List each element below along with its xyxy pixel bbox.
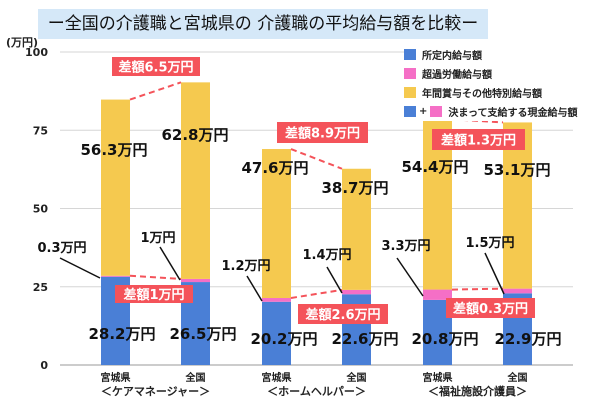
difference-total-box bbox=[112, 57, 200, 76]
leader-line bbox=[246, 275, 263, 302]
x-tick-label: 宮城県 bbox=[262, 371, 292, 384]
bar-segment bbox=[342, 289, 371, 295]
value-label-base: 20.8万円 bbox=[411, 330, 478, 348]
value-label-overtime: 1.4万円 bbox=[302, 248, 351, 263]
difference-monthly-label: 差額1万円 bbox=[123, 287, 184, 303]
difference-total-box bbox=[432, 129, 525, 150]
leader-line bbox=[59, 257, 101, 279]
legend-swatch bbox=[404, 49, 416, 60]
leader-line bbox=[484, 252, 505, 295]
y-tick-label: 75 bbox=[33, 124, 48, 137]
y-tick-label: 0 bbox=[40, 359, 48, 372]
difference-monthly-box bbox=[115, 285, 193, 303]
legend-label: 年間賞与その他特別給与額 bbox=[422, 89, 542, 100]
value-label-base: 20.2万円 bbox=[250, 330, 317, 348]
bar-segment bbox=[342, 168, 371, 290]
difference-monthly-box bbox=[298, 304, 388, 324]
legend-item: 年間賞与その他特別給与額 bbox=[404, 83, 578, 102]
difference-line-total bbox=[129, 81, 182, 101]
leader-line bbox=[326, 266, 343, 294]
value-label-overtime: 3.3万円 bbox=[381, 239, 430, 254]
value-label-base: 28.2万円 bbox=[88, 325, 155, 343]
bar-segment bbox=[262, 298, 291, 302]
difference-monthly-label: 差額2.6万円 bbox=[305, 307, 380, 323]
difference-total-label: 差額6.5万円 bbox=[118, 60, 193, 76]
x-tick-label: 宮城県 bbox=[101, 371, 131, 384]
x-tick-label: 全国 bbox=[346, 371, 367, 384]
legend-swatch bbox=[404, 68, 416, 79]
leader-line bbox=[159, 246, 181, 281]
value-label-overtime: 1.5万円 bbox=[465, 236, 514, 251]
value-label-overtime: 1万円 bbox=[140, 231, 175, 246]
x-tick-label: 全国 bbox=[185, 371, 206, 384]
plus-sign: + bbox=[419, 106, 428, 117]
difference-total-label: 差額1.3万円 bbox=[441, 133, 516, 149]
y-tick-label: 50 bbox=[33, 203, 49, 216]
legend-swatch bbox=[404, 106, 416, 117]
leader-line bbox=[396, 257, 424, 297]
legend: 所定内給与額 超過労働給与額 年間賞与その他特別給与額 + 決まって支給する現金給… bbox=[404, 45, 578, 121]
bar-segment bbox=[262, 149, 291, 299]
value-label-bonus: 56.3万円 bbox=[80, 141, 147, 159]
difference-total-label: 差額8.9万円 bbox=[285, 126, 360, 142]
group-label: ＜ホームヘルパー＞ bbox=[267, 385, 366, 398]
legend-swatch bbox=[404, 87, 416, 98]
chart-title: ー全国の介護職と宮城県の 介護職の平均給与額を比較ー bbox=[38, 9, 488, 39]
value-label-overtime: 1.2万円 bbox=[221, 259, 270, 274]
bar-segment bbox=[101, 275, 130, 277]
difference-monthly-label: 差額0.3万円 bbox=[453, 301, 528, 317]
x-tick-label: 宮城県 bbox=[423, 371, 453, 384]
bar-segment bbox=[423, 289, 452, 300]
bar-segment bbox=[181, 278, 210, 283]
value-label-base: 26.5万円 bbox=[169, 325, 236, 343]
legend-item: 超過労働給与額 bbox=[404, 64, 578, 83]
y-tick-label: 100 bbox=[25, 46, 48, 59]
value-label-bonus: 62.8万円 bbox=[161, 126, 228, 144]
legend-item: + 決まって支給する現金給与額 bbox=[404, 102, 578, 121]
value-label-bonus: 53.1万円 bbox=[483, 161, 550, 179]
legend-label: 所定内給与額 bbox=[422, 51, 482, 62]
difference-line-monthly bbox=[451, 287, 504, 291]
legend-label: 決まって支給する現金給与額 bbox=[448, 108, 578, 119]
difference-total-box bbox=[277, 122, 368, 143]
y-axis-unit: (万円) bbox=[6, 36, 39, 49]
bar-segment bbox=[503, 122, 532, 289]
x-tick-label: 全国 bbox=[507, 371, 528, 384]
value-label-overtime: 0.3万円 bbox=[37, 241, 86, 256]
legend-swatch bbox=[430, 106, 443, 117]
difference-line-monthly bbox=[129, 274, 182, 280]
value-label-bonus: 54.4万円 bbox=[401, 158, 468, 176]
value-label-bonus: 38.7万円 bbox=[321, 179, 388, 197]
difference-line-monthly bbox=[290, 288, 343, 300]
group-label: ＜ケアマネージャー＞ bbox=[101, 385, 210, 398]
value-label-base: 22.9万円 bbox=[494, 330, 561, 348]
bar-segment bbox=[101, 99, 130, 276]
value-label-bonus: 47.6万円 bbox=[241, 159, 308, 177]
value-label-base: 22.6万円 bbox=[331, 330, 398, 348]
bar-segment bbox=[503, 288, 532, 294]
bar-segment bbox=[262, 301, 291, 365]
difference-monthly-box bbox=[446, 298, 535, 318]
bar-segment bbox=[181, 82, 210, 279]
group-label: ＜福祉施設介護員＞ bbox=[428, 384, 527, 398]
legend-item: 所定内給与額 bbox=[404, 45, 578, 64]
legend-label: 超過労働給与額 bbox=[422, 70, 492, 81]
difference-line-total bbox=[290, 148, 343, 170]
y-tick-label: 25 bbox=[33, 281, 48, 294]
